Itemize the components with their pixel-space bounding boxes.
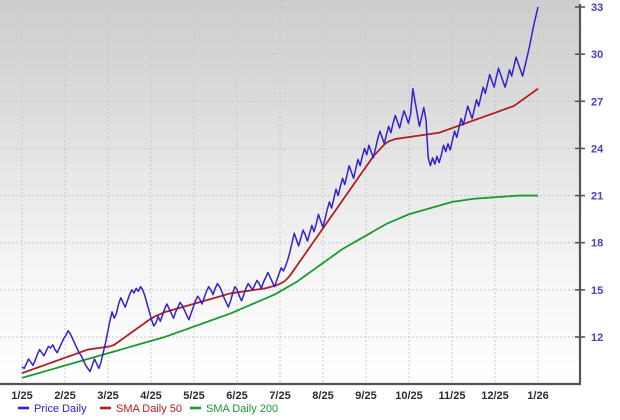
y-tick-label: 33	[591, 2, 603, 14]
y-tick-label: 24	[591, 143, 604, 155]
x-tick-label: 7/25	[269, 390, 290, 402]
x-tick-label: 10/25	[395, 390, 423, 402]
series-sma-daily-200	[21, 194, 538, 379]
x-tick-label: 8/25	[312, 390, 333, 402]
x-tick-label: 4/25	[140, 390, 161, 402]
sma-daily-200-line	[21, 194, 538, 379]
legend-label: Price Daily	[34, 403, 87, 415]
x-axis-tick-labels: 1/25 2/25 3/25 4/25 5/25 6/25 7/25 8/25 9/25 10/2…	[11, 390, 548, 402]
x-tick-label: 9/25	[355, 390, 376, 402]
y-tick-label: 30	[591, 49, 603, 61]
y-tick-label: 18	[591, 238, 603, 250]
x-tick-label: 6/25	[226, 390, 247, 402]
y-tick-label: 12	[591, 332, 603, 344]
y-tick-label: 15	[591, 285, 603, 297]
legend-label: SMA Daily 200	[206, 403, 278, 415]
x-tick-label: 3/25	[97, 390, 118, 402]
y-axis-ticks	[575, 6, 585, 338]
legend-label: SMA Daily 50	[116, 403, 182, 415]
plot-background	[0, 0, 580, 383]
series-price-daily	[21, 6, 539, 373]
chart-legend: Price Daily SMA Daily 50 SMA Daily 200	[18, 403, 278, 415]
horizontal-gridlines	[0, 6, 580, 338]
sma-daily-50-line	[21, 87, 539, 374]
x-tick-label: 12/25	[481, 390, 509, 402]
series-sma-daily-50	[21, 87, 539, 374]
x-tick-label: 2/25	[54, 390, 75, 402]
x-tick-label: 5/25	[183, 390, 204, 402]
y-tick-label: 27	[591, 96, 603, 108]
y-tick-label: 21	[591, 191, 603, 203]
x-tick-label: 1/25	[11, 390, 32, 402]
y-axis-tick-labels: 12 15 18 21 24 27 30 33	[591, 2, 604, 344]
price-daily-line	[21, 6, 539, 373]
x-tick-label: 1/26	[527, 390, 548, 402]
x-tick-label: 11/25	[439, 390, 466, 402]
